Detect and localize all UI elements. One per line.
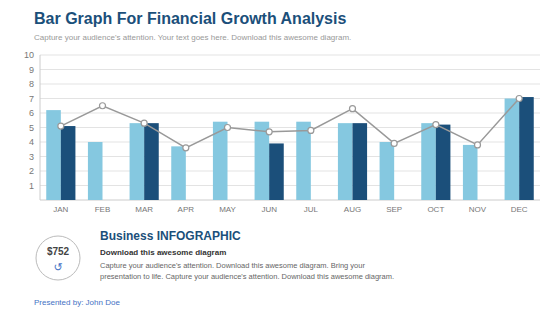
bar bbox=[353, 123, 368, 200]
marks bbox=[46, 96, 534, 201]
marker bbox=[475, 142, 481, 148]
x-tick-label: JUN bbox=[261, 205, 277, 214]
marker bbox=[350, 106, 356, 112]
marker bbox=[58, 123, 64, 129]
y-tick-label: 3 bbox=[29, 152, 34, 162]
marker bbox=[141, 120, 147, 126]
annotation: Download this awesome diagram bbox=[100, 248, 226, 257]
grid-line bbox=[40, 69, 540, 70]
x-tick-label: NOV bbox=[469, 205, 487, 214]
x-tick-label: OCT bbox=[427, 205, 444, 214]
y-axis-line bbox=[40, 55, 41, 200]
bar bbox=[380, 142, 395, 200]
x-tick-label: MAR bbox=[135, 205, 153, 214]
y-tick-label: 9 bbox=[29, 65, 34, 75]
grid-line bbox=[40, 113, 540, 114]
grid-line bbox=[40, 98, 540, 99]
y-tick-label: 10 bbox=[24, 50, 34, 60]
bar bbox=[269, 143, 284, 200]
bar bbox=[88, 142, 103, 200]
bar bbox=[505, 99, 520, 201]
y-tick-label: 2 bbox=[29, 166, 34, 176]
y-tick-label: 6 bbox=[29, 108, 34, 118]
annotation: $752 bbox=[47, 246, 70, 257]
x-tick-label: FEB bbox=[95, 205, 111, 214]
bar bbox=[463, 145, 478, 200]
marker bbox=[266, 129, 272, 135]
y-tick-label: 8 bbox=[29, 79, 34, 89]
annotation: ↺ bbox=[53, 261, 62, 273]
chart: Bar Graph For Financial Growth Analysis C… bbox=[0, 0, 560, 315]
annotation: Business INFOGRAPHIC bbox=[100, 229, 241, 243]
footer-circle bbox=[36, 236, 80, 280]
bar bbox=[61, 126, 76, 200]
line bbox=[61, 99, 519, 148]
annotation: presentation to life. Capture your audie… bbox=[100, 272, 394, 281]
marker bbox=[100, 103, 106, 109]
bar bbox=[338, 123, 353, 200]
title: Bar Graph For Financial Growth Analysis bbox=[34, 10, 346, 27]
y-tick-label: 7 bbox=[29, 94, 34, 104]
marker bbox=[183, 145, 189, 151]
bar bbox=[296, 122, 311, 200]
annotation: Presented by: John Doe bbox=[34, 298, 120, 307]
marker bbox=[433, 122, 439, 128]
x-tick-label: JUL bbox=[304, 205, 319, 214]
bar bbox=[130, 123, 145, 200]
y-tick-label: 4 bbox=[29, 137, 34, 147]
x-tick-label: DEC bbox=[511, 205, 528, 214]
marker bbox=[225, 125, 231, 131]
bar bbox=[171, 146, 186, 200]
grid-line bbox=[40, 55, 540, 56]
bar bbox=[519, 97, 534, 200]
bar bbox=[144, 123, 159, 200]
x-tick-label: MAY bbox=[219, 205, 236, 214]
x-tick-label: AUG bbox=[344, 205, 361, 214]
y-tick-label: 5 bbox=[29, 123, 34, 133]
y-tick-label: 1 bbox=[29, 181, 34, 191]
grid-line bbox=[40, 142, 540, 143]
grid-line bbox=[40, 84, 540, 85]
marker bbox=[391, 140, 397, 146]
grid-line bbox=[40, 127, 540, 128]
marker bbox=[516, 96, 522, 102]
bar bbox=[436, 125, 451, 200]
subtitle: Capture your audience's attention. Your … bbox=[34, 33, 351, 42]
x-tick-label: JAN bbox=[53, 205, 68, 214]
x-tick-label: SEP bbox=[386, 205, 402, 214]
marker bbox=[308, 127, 314, 133]
background bbox=[0, 0, 560, 315]
bar bbox=[421, 123, 436, 200]
annotation: Capture your audience's attention. Downl… bbox=[100, 261, 365, 270]
x-tick-label: APR bbox=[178, 205, 195, 214]
